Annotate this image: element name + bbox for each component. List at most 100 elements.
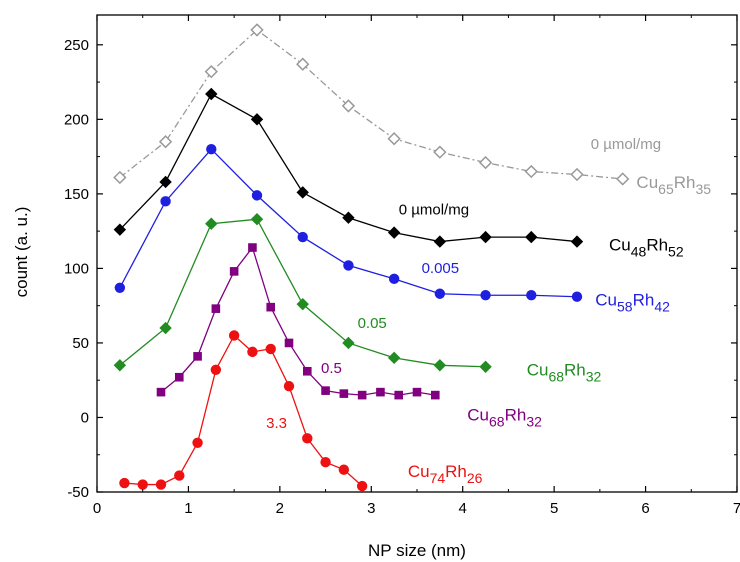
composition-label: Cu58Rh42 — [595, 291, 670, 315]
data-point — [616, 172, 630, 186]
data-point — [376, 387, 385, 397]
data-point — [211, 304, 221, 313]
element-symbol: Rh — [445, 462, 467, 481]
composition-label: Cu68Rh32 — [467, 405, 542, 429]
data-point — [524, 164, 538, 179]
series-1 — [113, 87, 584, 248]
composition-label: Cu65Rh35 — [636, 173, 711, 197]
element-subscript: 32 — [586, 369, 602, 385]
data-point — [525, 230, 538, 244]
series-2 — [114, 143, 583, 302]
data-point — [228, 330, 240, 341]
series-4 — [156, 243, 440, 400]
x-tick-label: 3 — [367, 500, 375, 517]
element-symbol: Cu — [408, 462, 430, 481]
element-subscript: 65 — [658, 181, 674, 197]
element-subscript: 35 — [695, 181, 711, 197]
data-point — [248, 243, 257, 252]
data-point — [342, 211, 355, 224]
data-point — [430, 390, 440, 400]
data-point — [158, 135, 173, 149]
data-point — [113, 359, 127, 372]
data-point — [341, 99, 356, 113]
element-subscript: 68 — [489, 413, 505, 429]
data-point — [251, 190, 263, 201]
data-point — [137, 479, 148, 490]
loading-annotation: 0 µmol/mg — [591, 136, 661, 153]
data-point — [284, 338, 294, 348]
data-point — [247, 346, 258, 358]
element-symbol: Cu — [595, 291, 617, 310]
series-0 — [113, 23, 630, 186]
x-tick-label: 7 — [733, 500, 740, 517]
y-axis-title: count (a. u.) — [12, 207, 31, 298]
data-point — [343, 260, 354, 271]
data-point — [113, 223, 127, 236]
y-tick-label: 50 — [72, 335, 89, 352]
element-subscript: 52 — [668, 244, 684, 260]
loading-annotation: 3.3 — [266, 415, 287, 432]
series-line — [160, 246, 436, 396]
series-layer — [113, 23, 630, 492]
series-line — [119, 29, 623, 180]
data-point — [205, 217, 218, 230]
series-3 — [113, 213, 492, 373]
data-point — [296, 186, 309, 199]
element-subscript: 74 — [430, 470, 446, 486]
data-point — [302, 366, 312, 376]
data-point — [266, 302, 276, 312]
data-point — [155, 479, 167, 490]
data-point — [113, 170, 127, 185]
element-symbol: Rh — [674, 173, 696, 192]
data-point — [320, 456, 331, 468]
y-tick-label: -50 — [67, 484, 89, 501]
data-point — [570, 235, 584, 248]
data-point — [250, 213, 264, 226]
x-tick-label: 1 — [184, 500, 192, 517]
data-point — [229, 267, 239, 276]
element-subscript: 26 — [467, 470, 483, 486]
y-tick-label: 200 — [64, 111, 89, 128]
x-tick-label: 5 — [550, 500, 558, 517]
data-point — [192, 437, 203, 449]
data-point — [156, 387, 166, 397]
data-point — [204, 64, 218, 79]
data-point — [210, 364, 222, 375]
data-point — [479, 360, 492, 373]
data-point — [159, 175, 172, 189]
loading-annotation: 0 µmol/mg — [399, 202, 469, 219]
series-5 — [119, 330, 368, 492]
x-tick-label: 4 — [459, 500, 467, 517]
loading-annotation: 0.05 — [358, 315, 387, 332]
data-point — [387, 351, 401, 365]
data-point — [206, 143, 217, 155]
data-point — [265, 343, 276, 355]
x-axis-title: NP size (nm) — [368, 541, 466, 560]
element-subscript: 58 — [617, 299, 633, 315]
element-subscript: 32 — [526, 413, 542, 429]
data-point — [302, 433, 313, 444]
element-symbol: Rh — [505, 405, 527, 424]
element-subscript: 42 — [654, 299, 670, 315]
data-point — [338, 464, 350, 475]
y-tick-label: 100 — [64, 260, 89, 277]
y-tick-label: 150 — [64, 186, 89, 203]
data-point — [394, 390, 404, 400]
data-point — [480, 290, 491, 301]
data-point — [526, 290, 537, 301]
data-point — [283, 380, 295, 392]
data-point — [357, 390, 367, 400]
data-point — [434, 288, 446, 299]
x-tick-label: 0 — [93, 500, 101, 517]
data-point — [571, 291, 583, 302]
data-point — [478, 155, 493, 170]
y-tick-label: 250 — [64, 37, 89, 54]
data-point — [321, 386, 330, 395]
element-subscript: 48 — [631, 244, 647, 260]
element-symbol: Rh — [564, 361, 586, 380]
element-symbol: Cu — [467, 405, 489, 424]
data-point — [433, 145, 447, 159]
x-tick-label: 6 — [641, 500, 649, 517]
